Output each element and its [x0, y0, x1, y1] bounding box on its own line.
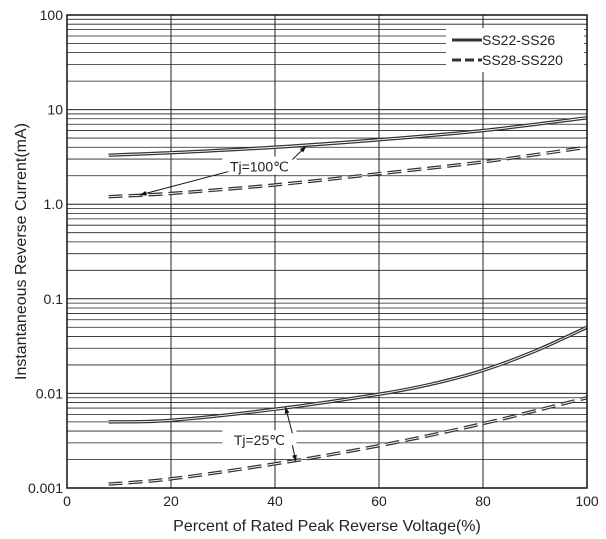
annotation-arrowhead: [139, 191, 147, 196]
legend-label: SS28-SS220: [482, 52, 563, 68]
y-axis-label: Instantaneous Reverse Current(mA): [13, 123, 30, 380]
annotation-arrowhead: [292, 454, 297, 462]
y-tick-label: 10: [47, 102, 63, 118]
y-tick-label: 100: [40, 7, 64, 23]
series-line-highlight: [108, 146, 588, 198]
series-layer: [108, 116, 588, 486]
x-tick-label: 40: [267, 493, 283, 509]
legend: SS22-SS26 SS28-SS220: [446, 28, 584, 72]
series-line: [108, 145, 588, 199]
annotation-layer: Tj=100℃ Tj=25℃: [139, 145, 307, 462]
annotation-arrowhead: [299, 146, 307, 153]
x-axis-label: Percent of Rated Peak Reverse Voltage(%): [173, 518, 481, 535]
series-line-highlight: [108, 397, 588, 485]
series-line-highlight: [108, 117, 588, 156]
series-line: [108, 396, 588, 486]
series-line: [108, 116, 588, 157]
x-tick-label: 80: [475, 493, 491, 509]
x-tick-label: 60: [371, 493, 387, 509]
x-tick-label: 100: [575, 493, 599, 509]
annotation-label: Tj=25℃: [234, 432, 285, 448]
legend-box: [446, 28, 584, 72]
annotation-bg: [222, 430, 297, 449]
annotation-arrow: [139, 171, 229, 196]
y-tick-label: 1.0: [44, 196, 64, 212]
annotation-bg: [222, 156, 297, 175]
annotation-arrowhead: [284, 406, 290, 414]
y-tick-label: 0.01: [36, 385, 63, 401]
tick-labels: 0 20 40 60 80 100 0.001 0.01 0.1 1.0 10 100: [28, 7, 599, 509]
x-tick-label: 20: [163, 493, 179, 509]
y-tick-label: 0.001: [28, 480, 63, 496]
legend-label: SS22-SS26: [482, 32, 555, 48]
series-line-highlight: [108, 326, 588, 423]
plot-frame: [66, 14, 588, 489]
x-tick-label: 0: [63, 493, 71, 509]
annotation-label: Tj=100℃: [230, 159, 289, 175]
y-tick-label: 0.1: [44, 291, 64, 307]
